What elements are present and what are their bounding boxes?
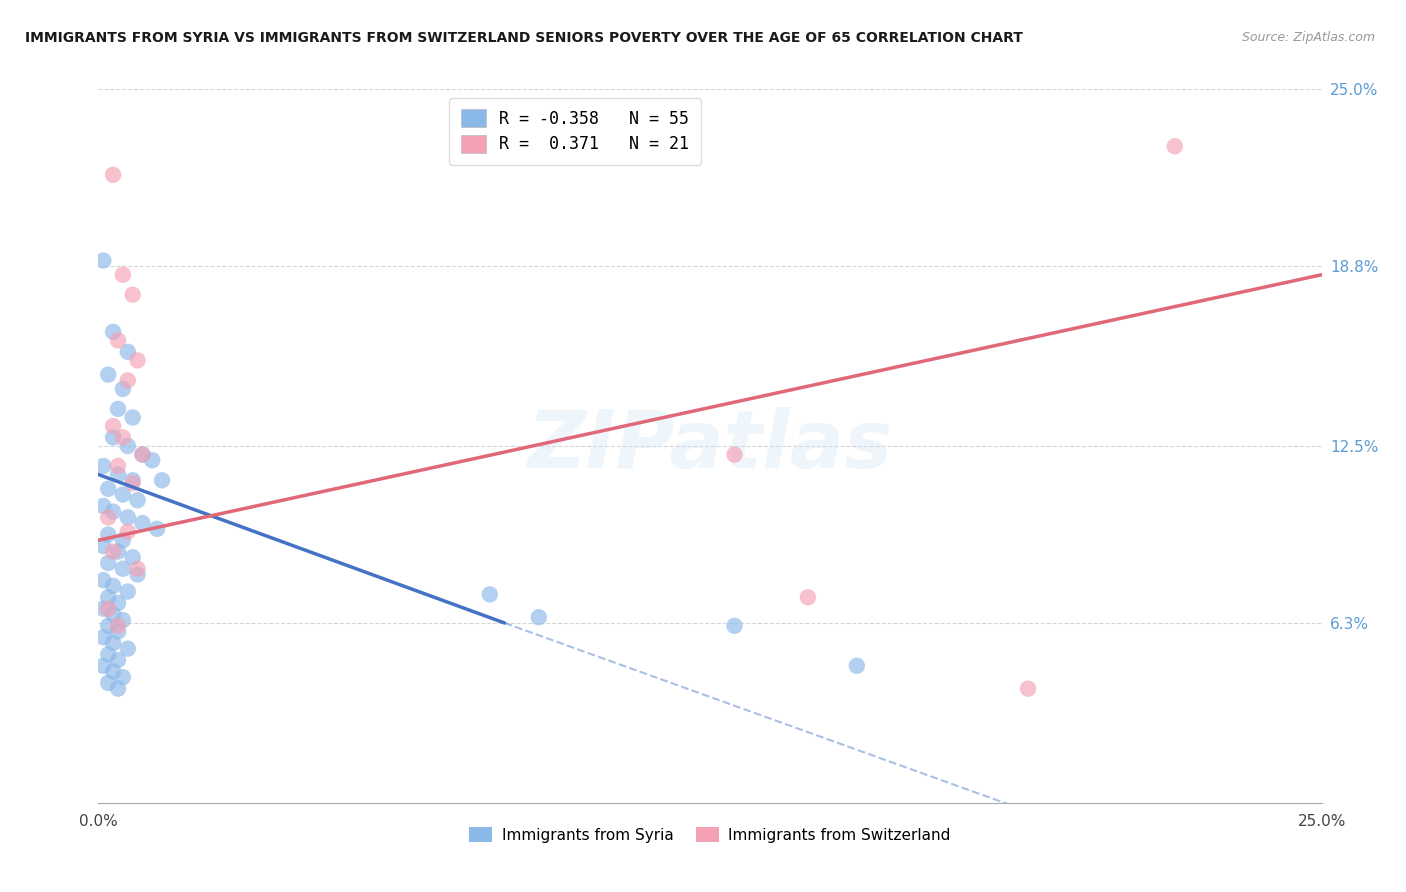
Point [101, 505, 124, 519]
Point [97, 619, 120, 633]
Point [111, 562, 134, 576]
Point [111, 613, 134, 627]
Point [107, 624, 129, 639]
Point [117, 344, 139, 359]
Point [97, 482, 120, 496]
Point [91, 601, 114, 615]
Point [131, 448, 153, 462]
Point [146, 522, 169, 536]
Point [111, 268, 134, 282]
Point [527, 610, 550, 624]
Point [111, 430, 134, 444]
Point [111, 382, 134, 396]
Point [797, 591, 820, 605]
Point [97, 648, 120, 662]
Point [723, 619, 745, 633]
Point [127, 493, 149, 508]
Point [121, 410, 143, 425]
Point [101, 579, 124, 593]
Point [101, 168, 124, 182]
Point [117, 584, 139, 599]
Point [121, 287, 143, 301]
Point [101, 430, 124, 444]
Text: Source: ZipAtlas.com: Source: ZipAtlas.com [1241, 31, 1375, 45]
Point [91, 253, 114, 268]
Point [121, 473, 143, 487]
Point [91, 539, 114, 553]
Point [91, 458, 114, 473]
Point [97, 368, 120, 382]
Point [121, 550, 143, 565]
Point [121, 476, 143, 491]
Point [117, 641, 139, 656]
Point [1017, 681, 1039, 696]
Point [150, 473, 173, 487]
Legend: Immigrants from Syria, Immigrants from Switzerland: Immigrants from Syria, Immigrants from S… [464, 821, 956, 848]
Point [117, 439, 139, 453]
Point [117, 524, 139, 539]
Point [91, 573, 114, 587]
Point [107, 458, 129, 473]
Point [97, 510, 120, 524]
Point [127, 353, 149, 368]
Point [127, 567, 149, 582]
Point [127, 562, 149, 576]
Point [141, 453, 163, 467]
Point [91, 630, 114, 644]
Point [1164, 139, 1187, 153]
Point [117, 510, 139, 524]
Point [91, 658, 114, 673]
Point [97, 591, 120, 605]
Point [117, 373, 139, 387]
Point [111, 487, 134, 501]
Point [107, 619, 129, 633]
Point [101, 419, 124, 434]
Point [101, 607, 124, 622]
Point [97, 527, 120, 541]
Point [101, 544, 124, 558]
Point [107, 681, 129, 696]
Point [845, 658, 868, 673]
Point [97, 556, 120, 570]
Point [107, 653, 129, 667]
Point [107, 334, 129, 348]
Point [107, 596, 129, 610]
Point [131, 516, 153, 530]
Point [101, 665, 124, 679]
Point [723, 448, 745, 462]
Point [107, 467, 129, 482]
Point [101, 636, 124, 650]
Point [107, 544, 129, 558]
Text: IMMIGRANTS FROM SYRIA VS IMMIGRANTS FROM SWITZERLAND SENIORS POVERTY OVER THE AG: IMMIGRANTS FROM SYRIA VS IMMIGRANTS FROM… [25, 31, 1024, 45]
Point [478, 587, 501, 601]
Point [107, 401, 129, 416]
Point [101, 325, 124, 339]
Point [111, 533, 134, 548]
Point [91, 499, 114, 513]
Point [131, 448, 153, 462]
Point [111, 670, 134, 684]
Point [97, 601, 120, 615]
Text: ZIPatlas: ZIPatlas [527, 407, 893, 485]
Point [97, 676, 120, 690]
